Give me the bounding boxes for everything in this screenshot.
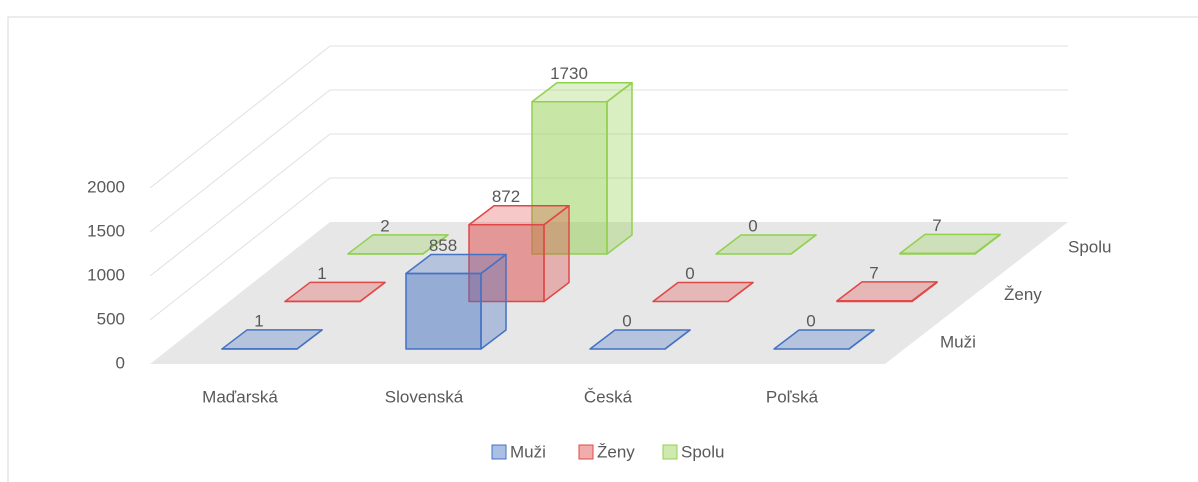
bar-top — [773, 329, 875, 350]
value-label: 0 — [685, 264, 694, 283]
bar-top — [652, 281, 754, 303]
value-label: 0 — [748, 216, 757, 235]
legend-swatch — [491, 444, 507, 460]
value-label: 1 — [317, 264, 326, 283]
grid-line — [149, 89, 1068, 233]
value-label: 1 — [254, 311, 263, 330]
x-tick-label: Slovenská — [385, 387, 464, 406]
bar-top — [589, 329, 691, 350]
grid-line — [149, 45, 1068, 189]
grid-line — [149, 177, 1068, 321]
value-label: 858 — [429, 236, 457, 255]
y-tick-label: 1500 — [87, 221, 125, 240]
x-tick-label: Maďarská — [202, 387, 278, 406]
depth-label: Spolu — [1068, 237, 1111, 256]
value-label: 0 — [622, 311, 631, 330]
value-label: 7 — [932, 216, 941, 235]
legend-swatch — [578, 444, 594, 460]
bar-front — [899, 252, 976, 255]
grid-line — [149, 133, 1068, 277]
y-tick-label: 2000 — [87, 177, 125, 196]
bar-front — [405, 272, 482, 350]
legend-label: Spolu — [681, 442, 724, 461]
y-tick-label: 0 — [116, 353, 125, 372]
value-label: 1730 — [550, 64, 588, 83]
value-label: 872 — [492, 187, 520, 206]
bar-front — [836, 300, 913, 303]
bar-side — [606, 82, 633, 255]
depth-label: Ženy — [1004, 285, 1042, 304]
bar-top — [715, 234, 817, 255]
value-label: 2 — [380, 216, 389, 235]
value-label: 7 — [869, 263, 878, 282]
legend-label: Ženy — [597, 442, 635, 461]
x-tick-label: Poľská — [766, 387, 819, 406]
y-tick-label: 1000 — [87, 265, 125, 284]
legend-label: Muži — [510, 442, 546, 461]
depth-label: Muži — [940, 332, 976, 351]
x-tick-label: Česká — [584, 387, 633, 406]
y-tick-label: 500 — [97, 309, 125, 328]
legend-swatch — [662, 444, 678, 460]
chart-border — [7, 16, 1198, 482]
value-label: 0 — [806, 311, 815, 330]
floor — [150, 222, 1068, 364]
